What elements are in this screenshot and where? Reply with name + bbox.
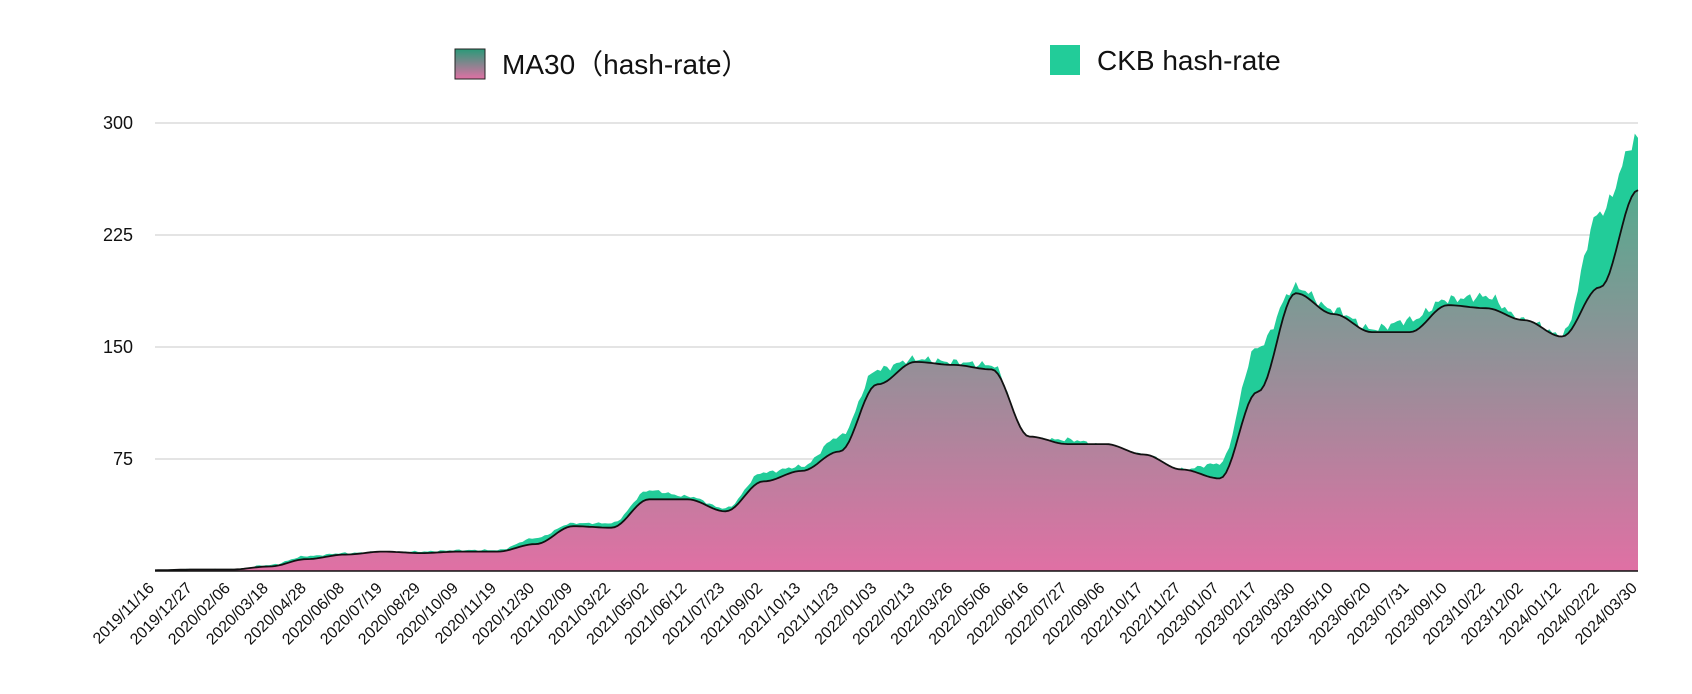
y-axis: 75 150 225 300 <box>103 113 133 469</box>
y-tick-label: 300 <box>103 113 133 133</box>
legend-label-hashrate: CKB hash-rate <box>1097 45 1281 76</box>
plot-area <box>154 133 1639 572</box>
legend-label-ma30: MA30（hash-rate） <box>502 49 749 80</box>
y-tick-label: 75 <box>113 449 133 469</box>
series-area-ma30 <box>155 190 1638 571</box>
legend: MA30（hash-rate） CKB hash-rate <box>454 45 1281 80</box>
y-tick-label: 225 <box>103 225 133 245</box>
y-tick-label: 150 <box>103 337 133 357</box>
legend-swatch-hashrate <box>1050 45 1080 75</box>
series-line-ma30 <box>154 189 1639 572</box>
legend-swatch-ma30 <box>454 48 486 80</box>
x-axis: 2019/11/162019/12/272020/02/062020/03/18… <box>90 570 1641 648</box>
